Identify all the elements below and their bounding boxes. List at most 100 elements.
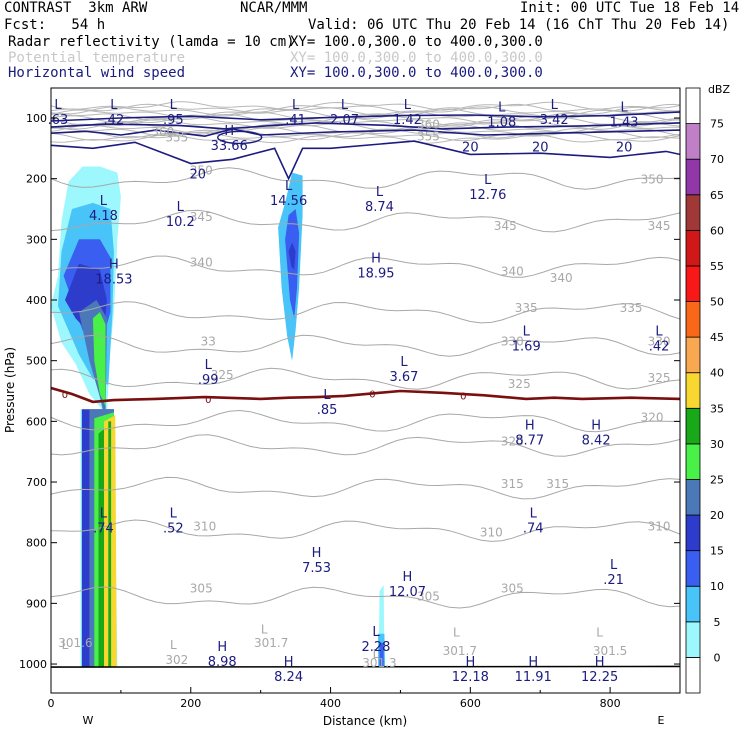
- wind-extremum-type: H: [525, 418, 535, 433]
- wind-extremum-type: H: [528, 655, 538, 670]
- wind-extremum-value: 1.08: [487, 116, 516, 131]
- theta-extremum: L: [373, 647, 380, 661]
- theta-label: 335: [515, 301, 538, 315]
- theta-label: 305: [417, 589, 440, 603]
- colorbar-swatch: [685, 550, 701, 587]
- colorbar-level: 50: [710, 296, 724, 309]
- theta-contour: [51, 101, 680, 111]
- reflectivity-core: [108, 421, 112, 668]
- wind-extremum-type: L: [523, 324, 531, 339]
- wind-extremum-type: H: [217, 640, 227, 655]
- wind-extremum-value: 1.42: [393, 113, 422, 128]
- colorbar-swatch: [685, 443, 701, 480]
- theta-label: 310: [480, 526, 503, 540]
- theta-contour: [51, 367, 680, 390]
- wind-extremum-value: 12.18: [452, 670, 489, 685]
- theta-label: 350: [190, 163, 213, 177]
- x-tick-label: 400: [320, 697, 341, 710]
- theta-contours: [51, 101, 680, 668]
- y-tick-label: 300: [26, 233, 47, 246]
- theta-contour: [51, 108, 680, 119]
- wind-extremum-type: L: [484, 173, 492, 188]
- colorbar-swatch: [685, 229, 701, 267]
- theta-label: 360: [417, 117, 440, 131]
- wind-extremum-value: .41: [285, 113, 306, 128]
- wind-extremum-type: L: [400, 355, 408, 370]
- theta-contour: [51, 586, 680, 609]
- theta-label: 340: [550, 271, 573, 285]
- x-axis-label: Distance (km): [323, 714, 407, 728]
- wind-contour-label: 20: [189, 168, 206, 183]
- wind-extremum-type: H: [224, 124, 234, 139]
- wind-extremum-type: L: [610, 558, 618, 573]
- organization: NCAR/MMM: [240, 0, 308, 16]
- wind-extremum-value: 8.98: [208, 655, 237, 670]
- wind-extremum-value: .52: [163, 521, 184, 536]
- wind-extremum-value: .85: [317, 403, 338, 418]
- wind-contour: [216, 130, 263, 145]
- theta-label: 325: [648, 371, 671, 385]
- y-tick-label: 400: [26, 294, 47, 307]
- theta-label: 355: [165, 131, 188, 145]
- y-tick-label: 200: [26, 173, 47, 186]
- theta-label: 315: [501, 477, 524, 491]
- wind-extremum-type: L: [372, 625, 380, 640]
- reflectivity-core: [104, 421, 109, 668]
- wind-extremum-value: 8.74: [365, 200, 394, 215]
- theta-label: 33: [201, 335, 216, 349]
- x-end-west: W: [83, 714, 94, 727]
- y-axis-label: Pressure (hPa): [3, 347, 17, 433]
- wind-extremum-type: L: [620, 101, 628, 116]
- colorbar-swatch: [685, 407, 701, 445]
- colorbar-swatch: [685, 657, 701, 694]
- wind-extremum-type: L: [292, 98, 300, 113]
- theta-contour: [51, 434, 680, 457]
- wind-extremum-type: H: [595, 655, 605, 670]
- wind-extremum-value: 10.2: [166, 215, 195, 230]
- field-wind-speed: Horizontal wind speed: [8, 65, 186, 81]
- wind-extremum-value: 3.42: [540, 113, 569, 128]
- theta-label: 340: [190, 256, 213, 270]
- wind-extremum-type: L: [285, 179, 293, 194]
- theta-label: 301.3: [362, 656, 396, 670]
- y-tick-label: 1000: [19, 658, 47, 671]
- wind-extremum-type: H: [109, 258, 119, 273]
- wind-contour: [51, 111, 680, 122]
- freezing-line: [51, 386, 680, 404]
- theta-label: 355: [417, 129, 440, 143]
- colorbar-swatch: [685, 123, 701, 160]
- wind-extremum-type: L: [170, 98, 178, 113]
- wind-extremum-value: .63: [48, 113, 69, 128]
- wind-extremum-type: L: [530, 506, 538, 521]
- wind-extremum-value: 11.91: [515, 670, 552, 685]
- wind-extremum-value: 8.42: [582, 433, 611, 448]
- theta-label: 315: [546, 477, 569, 491]
- wind-extremum-type: L: [376, 185, 384, 200]
- theta-label: 305: [501, 581, 524, 595]
- wind-extremum-type: H: [465, 655, 475, 670]
- theta-label: 340: [501, 265, 524, 279]
- theta-contour: [51, 334, 680, 357]
- wind-extremum-value: 18.53: [95, 273, 132, 288]
- colorbar-level: 65: [710, 189, 724, 202]
- theta-label: 302: [165, 653, 188, 667]
- wind-extremum-type: L: [54, 98, 62, 113]
- colorbar-swatch: [685, 87, 701, 124]
- colorbar-level: 25: [710, 473, 724, 486]
- theta-label: 301.7: [443, 644, 477, 658]
- colorbar-level: 10: [710, 580, 724, 593]
- wind-extremum-value: .42: [649, 339, 670, 354]
- colorbar-swatch: [685, 585, 701, 623]
- wind-extremum-type: H: [371, 252, 381, 267]
- y-tick-label: 800: [26, 537, 47, 550]
- wind-extremum-value: .74: [523, 521, 544, 536]
- wind-extremum-type: L: [655, 324, 663, 339]
- colorbar-title: dBZ: [708, 83, 731, 96]
- wind-extremum-value: .99: [198, 373, 219, 388]
- theta-label: 310: [193, 520, 216, 534]
- field-potential-temperature: Potential temperature: [8, 50, 186, 66]
- wind-contour-label: 20: [462, 140, 479, 155]
- valid-time: Valid: 06 UTC Thu 20 Feb 14 (16 ChT Thu …: [308, 17, 730, 33]
- field-wind-speed-xy: XY= 100.0,300.0 to 400.0,300.0: [290, 65, 543, 81]
